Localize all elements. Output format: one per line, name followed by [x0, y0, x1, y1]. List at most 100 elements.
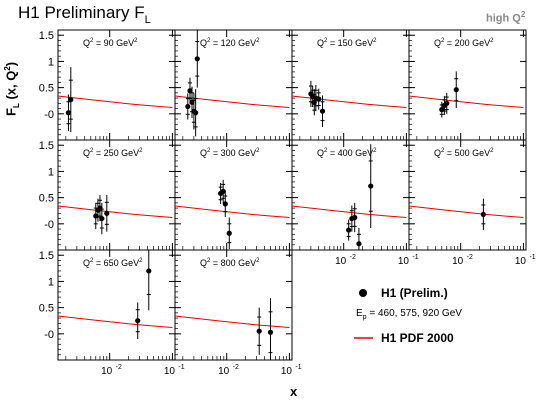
q2-label-sup: 2	[441, 38, 445, 44]
pdf-curve	[408, 95, 524, 108]
legend-ep-sub: p	[362, 314, 367, 321]
data-point	[267, 329, 274, 335]
q2-label: Q2 = 120 GeV2	[200, 38, 260, 48]
data-point	[104, 210, 110, 216]
q2-label-value: = 150 GeV	[327, 38, 373, 48]
data-point	[368, 183, 374, 189]
x-tick-label: 10	[164, 366, 176, 377]
q2-label: Q2 = 90 GeV2	[83, 38, 138, 48]
q2-label-q: Q	[317, 148, 324, 158]
y-tick-label: -0	[44, 109, 54, 121]
data-point	[356, 241, 362, 247]
x-tick-label-exponent: -1	[412, 254, 418, 261]
corner-label-sup: 2	[520, 10, 526, 19]
pdf-curve	[57, 205, 173, 218]
q2-label-value: = 90 GeV	[93, 38, 134, 48]
q2-label: Q2 = 400 GeV2	[317, 148, 377, 158]
x-tick-label: 10	[335, 256, 347, 267]
x-tick-label-exponent: -1	[529, 254, 535, 261]
data-point	[65, 110, 72, 116]
x-axis-label: x	[290, 384, 298, 399]
y-tick-label: -0	[44, 329, 54, 341]
data-point	[316, 96, 322, 102]
q2-label: Q2 = 300 GeV2	[200, 148, 260, 158]
data-point	[226, 230, 232, 236]
data-point	[480, 211, 486, 217]
q2-label-value: = 120 GeV	[210, 38, 256, 48]
data-point	[68, 97, 74, 103]
x-tick-label: 10	[218, 366, 230, 377]
q2-label-value: = 250 GeV	[93, 148, 139, 158]
corner-label: high Q2	[486, 10, 525, 25]
data-point	[220, 188, 226, 194]
y-tick-label: 1	[48, 56, 54, 68]
x-tick-label: 10	[281, 366, 293, 377]
data-point	[319, 108, 326, 114]
y-tick-label: 1	[48, 166, 54, 178]
y-tick-label: 1	[48, 276, 54, 288]
legend-data-marker	[359, 289, 367, 297]
chart-title: H1 Preliminary FL	[18, 3, 151, 26]
q2-label-value: = 650 GeV	[93, 258, 139, 268]
q2-label: Q2 = 150 GeV2	[317, 38, 377, 48]
pdf-curve	[57, 95, 173, 108]
pdf-curve	[174, 315, 290, 328]
data-point	[185, 103, 191, 110]
q2-label-q: Q	[317, 38, 324, 48]
q2-label: Q2 = 250 GeV2	[83, 148, 143, 158]
q2-label-value: = 200 GeV	[444, 38, 490, 48]
y-tick-label: 1.5	[39, 140, 54, 152]
data-point	[187, 88, 193, 94]
data-point	[453, 87, 459, 93]
legend-curve-label: H1 PDF 2000	[381, 331, 454, 345]
data-point	[135, 318, 141, 324]
pdf-curve	[57, 315, 173, 328]
x-tick-label-exponent: -2	[233, 364, 239, 371]
q2-label-unit-sup: 2	[134, 38, 138, 44]
x-tick-label: 10	[101, 366, 113, 377]
q2-label-sup: 2	[90, 148, 94, 154]
q2-label-q: Q	[83, 38, 90, 48]
q2-label-q: Q	[200, 148, 207, 158]
q2-label-unit-sup: 2	[256, 38, 260, 44]
q2-label-unit-sup: 2	[256, 148, 260, 154]
q2-label-unit-sup: 2	[490, 148, 494, 154]
x-tick-label: 10	[515, 256, 527, 267]
q2-label-sup: 2	[90, 38, 94, 44]
y-tick-label: 0.5	[39, 83, 54, 95]
q2-label-value: = 800 GeV	[210, 258, 256, 268]
pdf-curve	[408, 205, 524, 218]
q2-label-q: Q	[434, 148, 441, 158]
q2-label-sup: 2	[207, 38, 211, 44]
q2-label: Q2 = 800 GeV2	[200, 258, 260, 268]
q2-label-sup: 2	[90, 258, 94, 264]
q2-label-unit-sup: 2	[373, 148, 377, 154]
q2-label-q: Q	[434, 38, 441, 48]
q2-label-q: Q	[83, 148, 90, 158]
q2-label-q: Q	[200, 38, 207, 48]
q2-label-sup: 2	[324, 38, 328, 44]
chart-title-main: H1 Preliminary F	[18, 3, 145, 22]
x-tick-label-exponent: -2	[116, 364, 122, 371]
data-point	[352, 214, 358, 221]
y-tick-label: 1.5	[39, 30, 54, 42]
pdf-curve	[291, 205, 407, 218]
q2-label-sup: 2	[207, 258, 211, 264]
x-tick-label: 10	[452, 256, 464, 267]
q2-label-value: = 300 GeV	[210, 148, 256, 158]
q2-label-sup: 2	[441, 148, 445, 154]
data-point	[222, 201, 228, 207]
x-tick-label: 10	[398, 256, 410, 267]
y-tick-label: -0	[44, 219, 54, 231]
q2-label-unit-sup: 2	[490, 38, 494, 44]
q2-label-sup: 2	[324, 148, 328, 154]
y-tick-label: 0.5	[39, 303, 54, 315]
data-point	[189, 99, 195, 105]
legend-data-label: H1 (Prelim.)	[381, 286, 448, 300]
legend-beam-energies: Ep = 460, 575, 920 GeV	[356, 308, 462, 321]
data-point	[346, 227, 352, 233]
q2-label-q: Q	[83, 258, 90, 268]
data-point	[194, 56, 200, 62]
q2-label-unit-sup: 2	[256, 258, 260, 264]
